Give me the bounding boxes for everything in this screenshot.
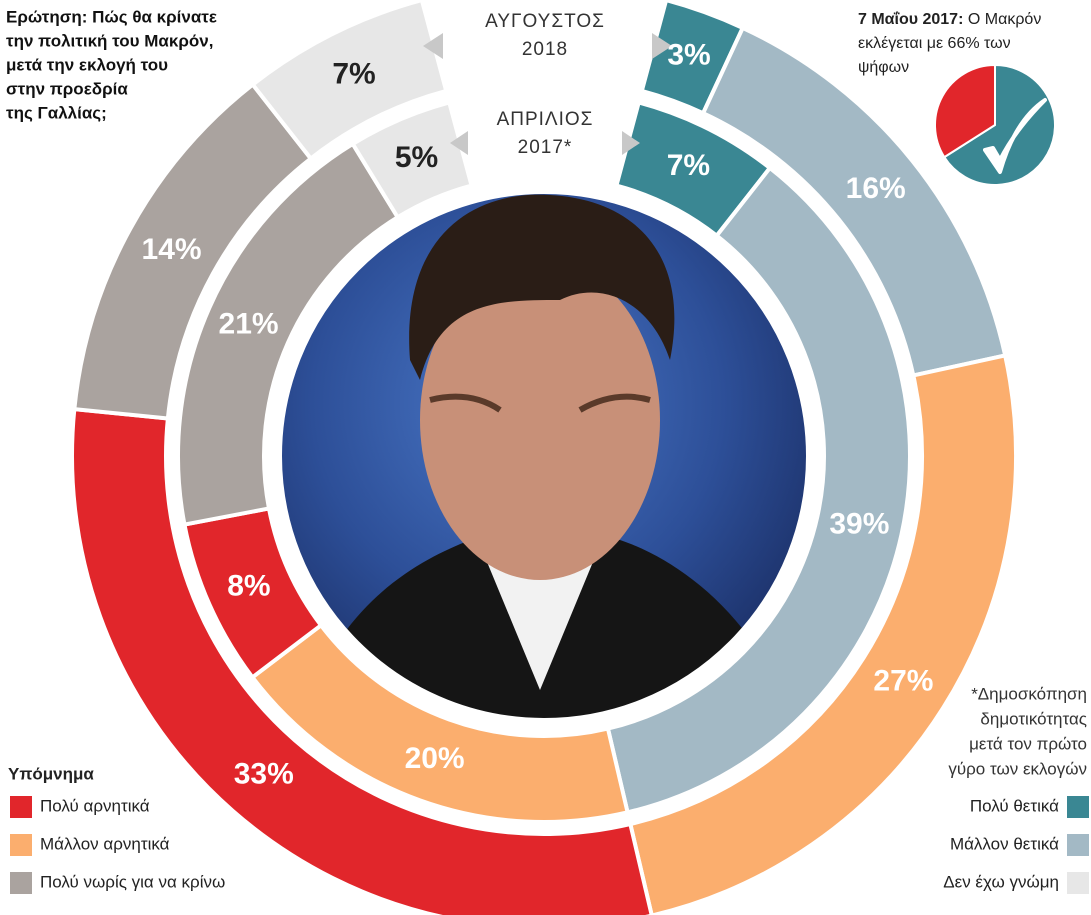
title: της Γαλλίας; [6, 103, 107, 122]
segment-label: 3% [667, 38, 710, 71]
pointers [423, 33, 672, 155]
inset-date: 7 Μαΐου 2017: [858, 11, 963, 28]
texts: 3% 16% 27% 33% 14% 7% ΑΥΓΟΥΣΤΟΣ 2018 7% 39% 20% 8% 2… [6, 7, 1089, 894]
legend-swatch [1067, 872, 1089, 894]
segment-label: 7% [332, 58, 375, 91]
inset-line-1: 7 Μαΐου 2017: Ο Μακρόν [858, 11, 1041, 28]
segment-label: 21% [219, 307, 279, 340]
segment-label: 20% [405, 742, 465, 775]
segment-label: 39% [829, 508, 889, 541]
title: στην προεδρία [6, 79, 128, 98]
segment-label: 5% [395, 141, 438, 174]
legend-title: Υπόμνημα [8, 764, 94, 783]
legend-label: Μάλλον αρνητικά [40, 834, 170, 853]
checkmark [983, 98, 1047, 174]
ring-name: ΑΥΓΟΥΣΤΟΣ [485, 11, 605, 32]
inset: 7 Μαΐου 2017: Ο Μακρόν εκλέγεται με 66% … [858, 11, 1056, 186]
segment-label: 16% [846, 172, 906, 205]
pointer [450, 131, 468, 155]
segment-label: 7% [667, 149, 710, 182]
legend-swatch [1067, 796, 1089, 818]
segment [627, 353, 1018, 915]
legend-label: Πολύ θετικά [970, 796, 1059, 815]
title: την πολιτική του Μακρόν, [6, 31, 213, 50]
pie-slice [942, 63, 1056, 186]
ring-name: 2018 [522, 39, 568, 60]
note: *Δημοσκόπηση [971, 684, 1087, 703]
segment [70, 406, 654, 915]
segment [605, 165, 912, 815]
photo-border [278, 190, 810, 722]
legend-swatch [10, 872, 32, 894]
inset-text: Ο Μακρόν [968, 11, 1041, 28]
note: γύρο των εκλογών [948, 759, 1087, 778]
legend-swatch [1067, 834, 1089, 856]
legend-label: Μάλλον θετικά [950, 834, 1059, 853]
ring-name: 2017* [518, 137, 573, 158]
legend-label: Πολύ αρνητικά [40, 796, 150, 815]
title: μετά την εκλογή του [6, 55, 168, 74]
legend-label: Πολύ νωρίς για να κρίνω [40, 872, 225, 891]
segment-label: 33% [234, 757, 294, 790]
ring-name: ΑΠΡΙΛΙΟΣ [497, 109, 594, 130]
segment-label: 27% [873, 665, 933, 698]
title: Ερώτηση: Πώς θα κρίνατε [6, 7, 217, 26]
legend-swatch [10, 834, 32, 856]
inset-text: ψήφων [858, 59, 909, 76]
legend-swatch [10, 796, 32, 818]
note: δημοτικότητας [980, 709, 1087, 728]
inset-text: εκλέγεται με 66% των [858, 35, 1011, 52]
segment-label: 8% [227, 569, 270, 602]
pointer [622, 131, 640, 155]
rings [70, 0, 1018, 915]
pointer [423, 33, 443, 59]
legend-label: Δεν έχω γνώμη [943, 872, 1059, 891]
pointer [652, 33, 672, 59]
segment-label: 14% [142, 233, 202, 266]
photo [278, 190, 810, 722]
portrait [300, 194, 790, 720]
pie-slice [934, 63, 996, 159]
note: μετά τον πρώτο [969, 734, 1087, 753]
